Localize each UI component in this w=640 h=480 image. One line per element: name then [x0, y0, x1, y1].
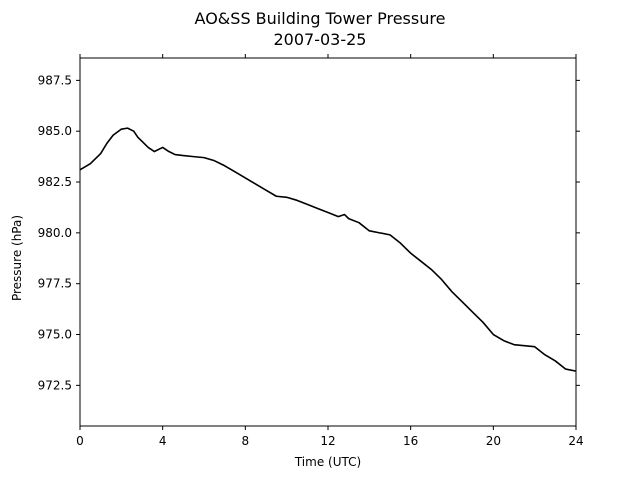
- chart-subtitle: 2007-03-25: [274, 30, 367, 49]
- x-axis: 0 4 8 12 16 20 24: [76, 54, 584, 448]
- x-axis-label: Time (UTC): [294, 455, 361, 469]
- x-tick-label: 8: [242, 434, 250, 448]
- y-tick-label: 975.0: [38, 328, 72, 342]
- y-tick-label: 980.0: [38, 226, 72, 240]
- x-tick-label: 0: [76, 434, 84, 448]
- pressure-series-line: [79, 127, 577, 372]
- x-tick-label: 20: [486, 434, 501, 448]
- plot-area: [79, 127, 577, 372]
- x-tick-label: 24: [568, 434, 583, 448]
- y-axis: 972.5 975.0 977.5 980.0 982.5 985.0 987.5: [38, 73, 580, 392]
- plot-frame: [79, 57, 577, 427]
- y-axis-label: Pressure (hPa): [10, 215, 24, 301]
- y-tick-label: 977.5: [38, 277, 72, 291]
- chart-title: AO&SS Building Tower Pressure: [195, 9, 446, 28]
- y-tick-label: 985.0: [38, 124, 72, 138]
- y-tick-label: 982.5: [38, 175, 72, 189]
- x-tick-label: 4: [159, 434, 167, 448]
- y-tick-label: 987.5: [38, 73, 72, 87]
- x-tick-label: 16: [403, 434, 418, 448]
- x-tick-label: 12: [320, 434, 335, 448]
- y-tick-label: 972.5: [38, 378, 72, 392]
